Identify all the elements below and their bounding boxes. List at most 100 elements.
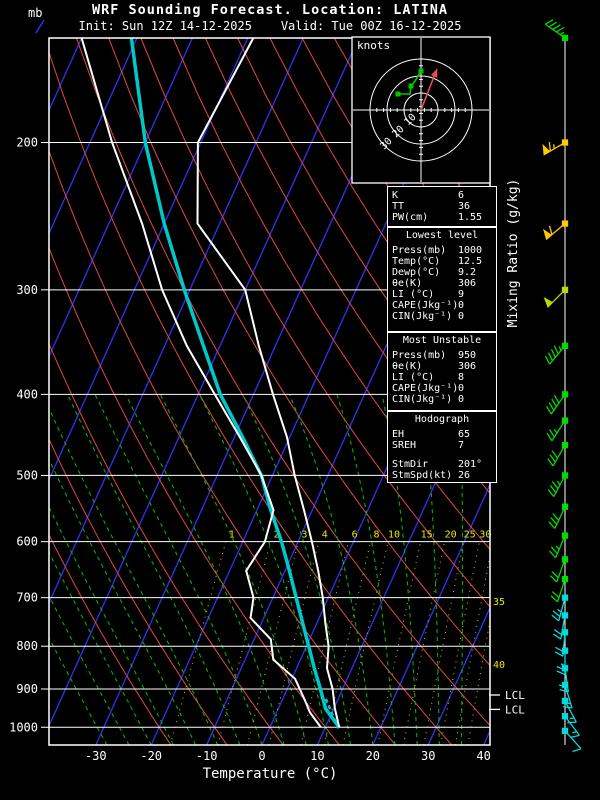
panel-row: CIN(Jkg⁻¹) 0 bbox=[392, 394, 494, 405]
wind-barb-staff bbox=[553, 475, 566, 497]
moist-adiabat-line bbox=[336, 394, 396, 745]
wind-barb-staff bbox=[558, 597, 566, 622]
wind-barb-half bbox=[556, 480, 561, 486]
wind-barb-full bbox=[548, 521, 556, 529]
lcl-label: LCL bbox=[505, 689, 525, 702]
panel-lowest_level: Lowest level Press(mb) 1000 Temp(°C) 12.5 Dew… bbox=[387, 227, 497, 332]
mixing-ratio-labels: 1 2 3 4 6 8 10 15 20 25 30 35 40 bbox=[229, 529, 505, 671]
mixing-ratio-line bbox=[246, 541, 299, 745]
metric-value: 306 bbox=[458, 278, 477, 289]
panel-row: StmDir 201° bbox=[392, 459, 494, 470]
isotherm-line bbox=[49, 38, 138, 236]
pressure-label: 200 bbox=[16, 136, 38, 150]
mixing-ratio-label: 3 bbox=[301, 529, 307, 540]
wind-barb bbox=[547, 472, 569, 498]
pressure-label: 500 bbox=[16, 468, 38, 482]
panel-title: Lowest level bbox=[405, 230, 479, 241]
pressure-axis-unit-label: mb bbox=[28, 6, 43, 20]
wind-barb bbox=[549, 532, 569, 559]
metric-value: 9.2 bbox=[458, 267, 477, 278]
wind-barb-staff bbox=[564, 684, 573, 709]
parcel-profile-line bbox=[129, 38, 341, 729]
wind-barb-full bbox=[545, 19, 554, 25]
mixing-ratio-label: 30 bbox=[479, 529, 491, 540]
dry-adiabat-line bbox=[49, 246, 340, 745]
metric-label: TT bbox=[392, 201, 405, 212]
wind-barb-staff bbox=[564, 715, 580, 736]
lcl-label: LCL bbox=[505, 703, 525, 716]
wind-barb-staff bbox=[556, 578, 566, 603]
metric-value: 7 bbox=[458, 440, 465, 451]
wind-flag bbox=[543, 296, 554, 308]
metric-value: 9 bbox=[458, 289, 465, 300]
wind-barb-column bbox=[542, 19, 582, 753]
wind-barb-full bbox=[549, 575, 558, 583]
wind-barb-full bbox=[548, 402, 555, 411]
storm-motion-arrowhead bbox=[430, 69, 438, 78]
moist-adiabat-lines bbox=[49, 394, 464, 745]
mixing-ratio-line bbox=[403, 541, 446, 745]
wind-barb-full bbox=[550, 546, 558, 554]
isotherm-line bbox=[427, 606, 490, 745]
panel-title: Most Unstable bbox=[402, 335, 482, 346]
metric-label: Press(mb) bbox=[392, 245, 447, 256]
hodograph-trace-marker bbox=[418, 68, 424, 74]
isotherm-line bbox=[49, 38, 83, 112]
panel-row: CIN(Jkg⁻¹) 0 bbox=[392, 311, 494, 322]
wind-barb bbox=[543, 286, 569, 308]
metric-label: Temp(°C) bbox=[392, 256, 441, 267]
pressure-label: 700 bbox=[16, 591, 38, 605]
metric-value: 0 bbox=[458, 311, 465, 322]
wind-barb bbox=[546, 391, 569, 415]
wind-barb-full bbox=[572, 748, 582, 753]
metric-label: K bbox=[392, 190, 399, 201]
moist-adiabat-line bbox=[49, 594, 130, 745]
metric-label: EH bbox=[392, 429, 405, 440]
metric-value: 1000 bbox=[458, 245, 483, 256]
wind-barb bbox=[551, 594, 569, 622]
wind-barb-full bbox=[547, 352, 554, 362]
pressure-label: 600 bbox=[16, 535, 38, 549]
wind-barb-staff bbox=[552, 444, 566, 467]
wind-barb-full bbox=[551, 450, 559, 459]
wind-barb-staff bbox=[551, 420, 566, 442]
mixing-ratio-line bbox=[268, 541, 320, 745]
panel-row: CAPE(Jkg⁻¹) 0 bbox=[392, 383, 494, 394]
metric-value: 8 bbox=[458, 372, 465, 383]
metric-label: SREH bbox=[392, 440, 417, 451]
temperature-axis-title: Temperature (°C) bbox=[202, 766, 338, 782]
mixing-ratio-label: 15 bbox=[421, 529, 433, 540]
metric-value: 36 bbox=[458, 201, 471, 212]
moist-adiabat-line bbox=[125, 394, 285, 745]
wind-barb-full bbox=[545, 355, 551, 365]
mixing-ratio-label: 40 bbox=[493, 660, 505, 671]
panel-indices: K 6 TT 36 PW(cm) 1.55 bbox=[387, 186, 497, 227]
moist-adiabat-line bbox=[49, 505, 174, 745]
wind-barb-full bbox=[548, 225, 553, 235]
wind-barb-full bbox=[556, 670, 566, 676]
metric-label: LI (°C) bbox=[392, 289, 435, 300]
temperature-label: -30 bbox=[85, 749, 107, 763]
wind-barb-full bbox=[548, 429, 555, 438]
mixing-ratio-axis-title: Mixing Ratio (g/kg) bbox=[506, 178, 521, 328]
profiles bbox=[80, 38, 341, 732]
metric-value: 306 bbox=[458, 361, 477, 372]
moist-adiabat-line bbox=[198, 394, 330, 745]
wind-barb-full bbox=[550, 595, 559, 603]
wind-barb-full bbox=[547, 458, 554, 467]
wind-barb-full bbox=[551, 481, 559, 490]
dry-adiabat-line bbox=[49, 149, 396, 745]
metric-value: 0 bbox=[458, 300, 465, 311]
moist-adiabat-line bbox=[49, 458, 197, 745]
metric-value: 0 bbox=[458, 394, 465, 405]
wind-barb-full bbox=[548, 21, 558, 28]
isotherm-line bbox=[483, 729, 490, 745]
mixing-ratio-label: 2 bbox=[274, 529, 280, 540]
isotherm-line bbox=[372, 482, 490, 745]
stray-isotherm-segment bbox=[35, 19, 45, 34]
wind-barb-full bbox=[551, 398, 557, 407]
